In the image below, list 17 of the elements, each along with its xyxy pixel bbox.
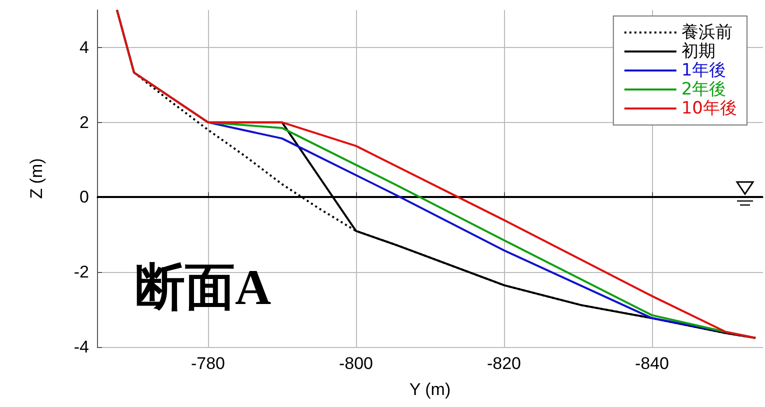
annotation: 断面A bbox=[135, 259, 272, 315]
y-tick-label: 2 bbox=[80, 112, 89, 132]
x-tick-label: -800 bbox=[338, 354, 374, 373]
y-tick-label: -4 bbox=[74, 338, 89, 356]
legend-label: 1年後 bbox=[681, 60, 726, 80]
legend-label: 初期 bbox=[681, 42, 716, 62]
x-tick-label: -780 bbox=[190, 354, 226, 373]
legend-label: 2年後 bbox=[681, 80, 726, 100]
x-axis-title: Y (m) bbox=[409, 380, 451, 399]
y-tick-label: 4 bbox=[80, 38, 89, 57]
y-axis-title: Z (m) bbox=[27, 158, 46, 199]
legend-label: 10年後 bbox=[681, 98, 738, 118]
y-tick-label: -2 bbox=[74, 262, 89, 282]
x-tick-label: -840 bbox=[634, 354, 670, 373]
x-tick-label: -820 bbox=[486, 354, 522, 373]
legend-label: 養浜前 bbox=[681, 22, 732, 42]
y-tick-label: 0 bbox=[80, 188, 89, 207]
